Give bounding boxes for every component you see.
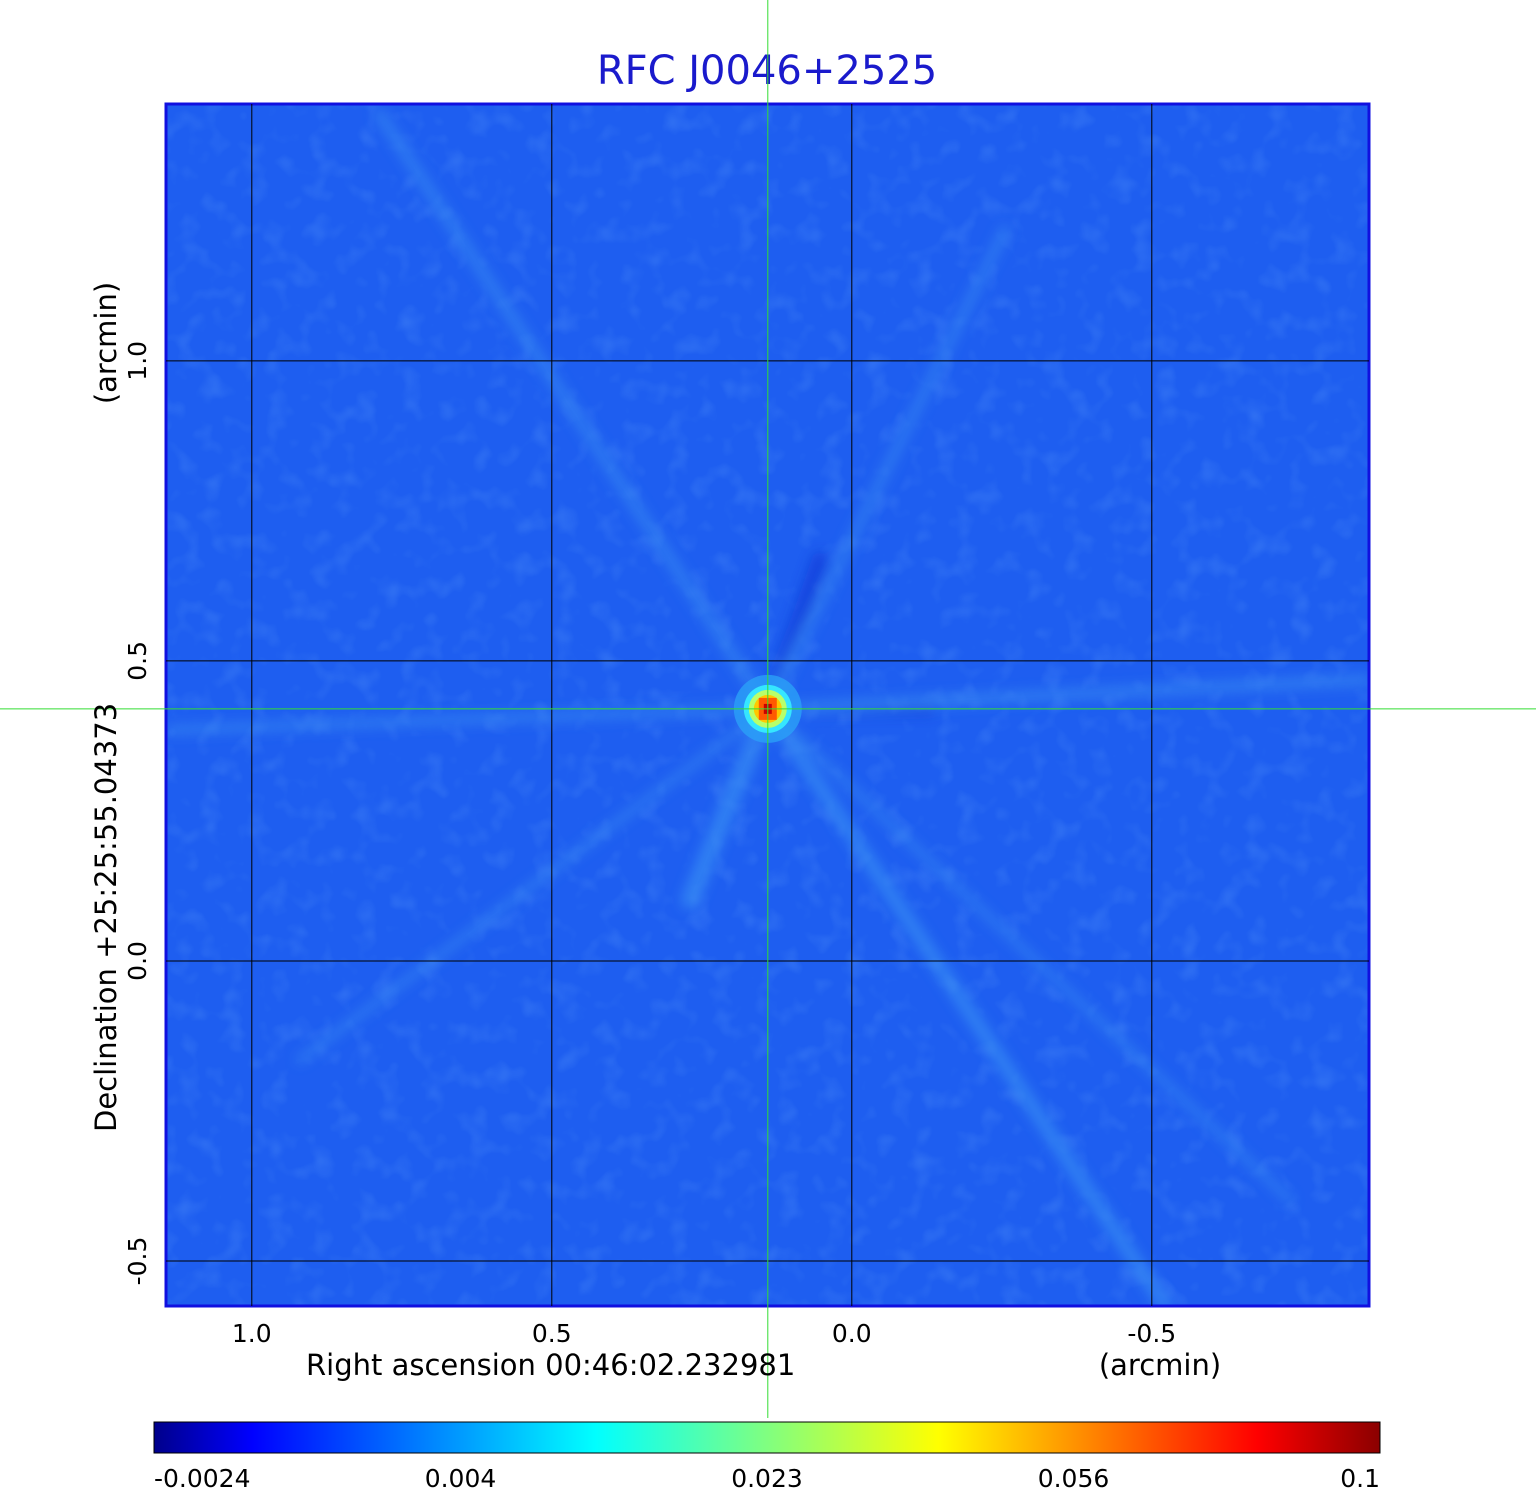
chart-title: RFC J0046+2525 [597, 48, 937, 94]
sidelobe-streak [763, 704, 1294, 1204]
colorbar-tick-label: 0.056 [1038, 1464, 1110, 1493]
y-tick-label: -0.5 [123, 1237, 152, 1286]
x-axis-label: Right ascension 00:46:02.232981 [306, 1348, 795, 1382]
colorbar-tick-label: 0.023 [731, 1464, 803, 1493]
colorbar-tick-label: -0.0024 [154, 1464, 251, 1493]
y-tick-label: 0.5 [123, 641, 152, 681]
y-tick-label: 0.0 [123, 941, 152, 981]
x-tick-label: 0.0 [832, 1319, 872, 1348]
y-tick-labels: 1.0 0.5 0.0 -0.5 [123, 341, 152, 1285]
colorbar-tick-label: 0.004 [425, 1464, 497, 1493]
y-axis-unit: (arcmin) [89, 282, 123, 404]
sidelobe-streak [760, 701, 1172, 1306]
sidelobe-streak [374, 109, 774, 715]
x-tick-labels: 1.0 0.5 0.0 -0.5 [232, 1319, 1176, 1348]
colorbar-tick-label: 0.1 [1340, 1464, 1380, 1493]
x-axis-unit: (arcmin) [1099, 1348, 1221, 1382]
sidelobe-streak [681, 699, 777, 909]
y-tick-label: 1.0 [123, 341, 152, 381]
sidelobe-streaks [166, 109, 1369, 1306]
sidelobe-streak [762, 225, 1010, 714]
sidelobe-streak [761, 674, 1369, 715]
sidelobe-streak [296, 704, 772, 1064]
sidelobe-streak [166, 703, 773, 735]
x-tick-label: 0.5 [532, 1319, 572, 1348]
x-tick-label: 1.0 [232, 1319, 272, 1348]
x-tick-label: -0.5 [1127, 1319, 1176, 1348]
y-axis-label: Declination +25:25:55.04373 [89, 703, 123, 1132]
colorbar-ticks: -0.0024 0.004 0.023 0.056 0.1 [154, 1464, 1380, 1493]
crosshair [0, 0, 1536, 1418]
colorbar [153, 1421, 1381, 1454]
